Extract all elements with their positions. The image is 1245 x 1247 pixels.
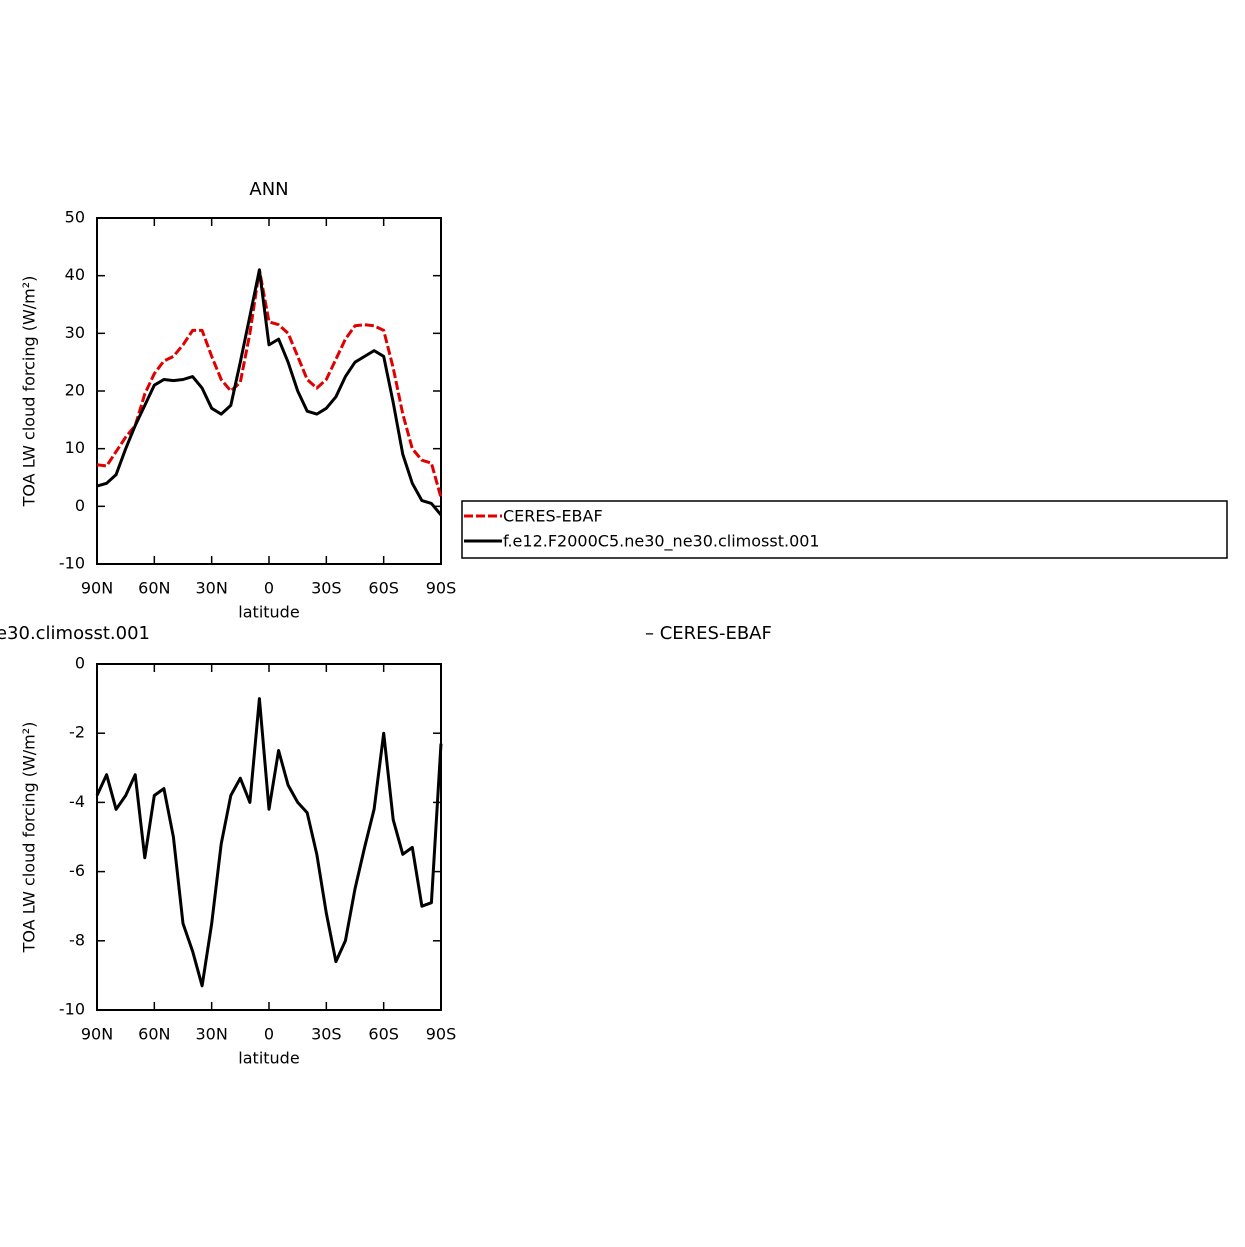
y-tick-label: -4: [69, 792, 85, 811]
x-axis-label: latitude: [238, 1049, 299, 1068]
y-tick-label: -10: [59, 1000, 85, 1019]
x-tick-label: 0: [264, 579, 274, 598]
y-tick-label: -2: [69, 723, 85, 742]
legend-box: [461, 500, 1228, 559]
chart-title-left: f.e12.F2000C5.ne30_ne30.climosst.001: [0, 623, 150, 644]
x-tick-label: 90N: [81, 1025, 113, 1044]
y-tick-label: 40: [65, 265, 85, 284]
x-tick-label: 60S: [368, 1025, 399, 1044]
y-tick-label: 30: [65, 323, 85, 342]
y-tick-label: 0: [75, 654, 85, 673]
x-tick-label: 60N: [138, 1025, 170, 1044]
y-tick-label: -8: [69, 930, 85, 949]
x-tick-label: 60N: [138, 579, 170, 598]
series-line: [96, 268, 443, 499]
series-line: [95, 697, 443, 988]
y-tick-label: 20: [65, 381, 85, 400]
x-tick-label: 30S: [311, 1025, 342, 1044]
legend-label: f.e12.F2000C5.ne30_ne30.climosst.001: [503, 532, 820, 552]
x-tick-label: 60S: [368, 579, 399, 598]
x-tick-label: 0: [264, 1025, 274, 1044]
x-tick-label: 90S: [426, 579, 457, 598]
chart-title: ANN: [249, 179, 288, 200]
x-tick-label: 30N: [196, 1025, 228, 1044]
y-tick-label: -6: [69, 861, 85, 880]
x-tick-label: 90N: [81, 579, 113, 598]
y-axis-label: TOA LW cloud forcing (W/m²): [20, 276, 39, 508]
chart-title-right: – CERES-EBAF: [645, 623, 772, 644]
x-tick-label: 90S: [426, 1025, 457, 1044]
y-tick-label: 0: [75, 496, 85, 515]
x-axis-label: latitude: [238, 603, 299, 622]
x-tick-label: 30S: [311, 579, 342, 598]
legend-label: CERES-EBAF: [503, 507, 603, 526]
y-axis-label: TOA LW cloud forcing (W/m²): [20, 722, 39, 954]
y-tick-label: 50: [65, 208, 85, 227]
y-tick-label: -10: [59, 554, 85, 573]
x-tick-label: 30N: [196, 579, 228, 598]
y-tick-label: 10: [65, 438, 85, 457]
series-line: [96, 268, 443, 516]
